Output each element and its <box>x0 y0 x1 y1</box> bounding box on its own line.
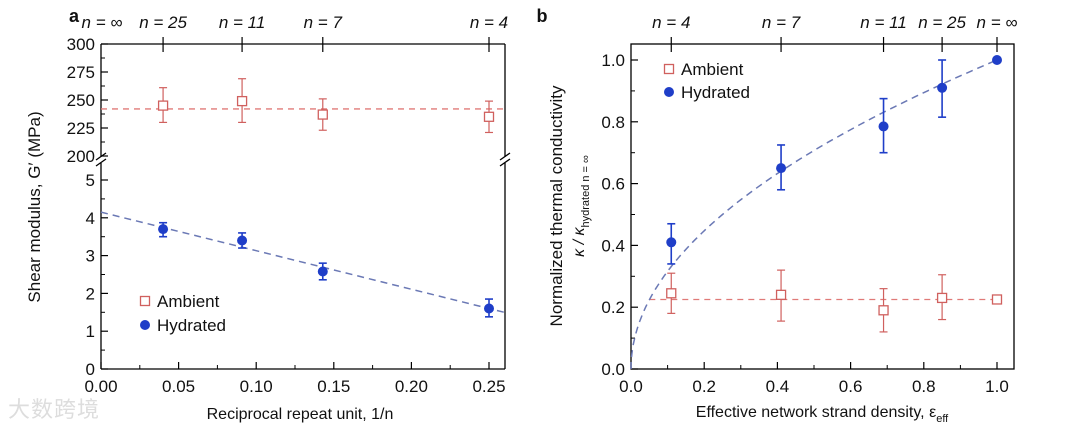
x-tick-label: 0.20 <box>395 377 428 396</box>
axis-break-right-2 <box>499 158 511 167</box>
legend-marker-hydrated <box>664 87 674 97</box>
data-point-ambient <box>991 294 1003 305</box>
y-tick-label: 4 <box>86 209 95 228</box>
data-point-ambient <box>317 109 328 120</box>
top-axis-label: n = ∞ <box>977 13 1018 32</box>
legend-label-ambient: Ambient <box>157 292 220 311</box>
y-tick-label: 300 <box>67 35 95 54</box>
data-point-ambient <box>666 288 677 299</box>
y-tick-label: 0 <box>86 360 95 379</box>
y-tick-label: 250 <box>67 91 95 110</box>
top-axis-label: n = 11 <box>860 13 906 32</box>
y-tick-label: 200 <box>67 147 95 166</box>
top-axis-label: n = 4 <box>470 13 508 32</box>
y-tick-label: 5 <box>86 171 95 190</box>
data-point-hydrated <box>776 163 787 174</box>
y-tick-label: 0.8 <box>601 113 625 132</box>
y-tick-label: 3 <box>86 247 95 266</box>
top-axis-label: n = 25 <box>139 13 187 32</box>
data-point-hydrated <box>484 303 494 314</box>
top-axis-label: n = 11 <box>219 13 265 32</box>
x-axis-label: Effective network strand density, εeff <box>696 404 949 425</box>
legend-marker-hydrated <box>140 320 150 330</box>
x-tick-label: 0.8 <box>912 377 936 396</box>
legend-label-ambient: Ambient <box>681 60 744 79</box>
y-axis-label-kappa-subscript: hydrated n = ∞ <box>580 155 592 227</box>
x-tick-label: 0.6 <box>839 377 863 396</box>
data-point-ambient <box>878 305 889 316</box>
y-tick-label: 1 <box>86 322 95 341</box>
x-tick-label: 1.0 <box>985 377 1009 396</box>
data-point-hydrated <box>666 237 677 248</box>
y-tick-label: 0.6 <box>601 175 625 194</box>
y-tick-label: 2 <box>86 284 95 303</box>
x-tick-label: 0.4 <box>766 377 790 396</box>
data-point-hydrated <box>992 55 1002 65</box>
data-point-ambient <box>157 100 169 111</box>
data-point-hydrated <box>158 224 169 235</box>
data-point-ambient <box>936 292 948 304</box>
y-tick-label: 0.0 <box>601 360 625 379</box>
x-tick-label: 0.15 <box>317 377 350 396</box>
y-tick-label: 0.2 <box>601 298 625 317</box>
x-tick-label: 0.0 <box>619 377 643 396</box>
y-axis-label-kappa: κ / κhydrated n = ∞ <box>571 155 592 257</box>
panel-label-b: b <box>537 6 548 26</box>
plot-frame <box>630 43 1015 370</box>
data-point-ambient <box>775 289 787 300</box>
fit-line-hydrated <box>100 211 505 314</box>
data-point-hydrated <box>878 121 889 132</box>
y-tick-label: 1.0 <box>601 51 625 70</box>
data-point-ambient <box>483 111 495 122</box>
y-tick-label: 0.4 <box>601 236 625 255</box>
legend-label-hydrated: Hydrated <box>681 83 750 102</box>
axis-break-right <box>499 152 511 161</box>
x-tick-label: 0.2 <box>692 377 716 396</box>
top-axis-label: n = 7 <box>304 13 343 32</box>
y-axis-label-kappa-main: κ / κ <box>571 227 588 257</box>
legend-label-hydrated: Hydrated <box>157 316 226 335</box>
axis-break-left-2 <box>95 158 107 167</box>
data-point-hydrated <box>237 235 248 246</box>
y-axis-label: Shear modulus, G′ (MPa) <box>25 111 44 302</box>
x-axis-label-subscript: eff <box>936 413 949 425</box>
x-tick-label: 0.00 <box>84 377 117 396</box>
top-axis-label: n = 7 <box>762 13 801 32</box>
y-tick-label: 275 <box>67 63 95 82</box>
x-axis-label-main: Effective network strand density, ε <box>696 404 936 421</box>
fit-curve-hydrated <box>630 59 998 369</box>
watermark: 大数跨境 <box>8 398 101 423</box>
x-tick-label: 0.25 <box>472 377 505 396</box>
legend-marker-ambient <box>663 63 675 75</box>
panel-label-a: a <box>69 6 80 26</box>
legend-marker-ambient <box>139 295 151 307</box>
y-tick-label: 225 <box>67 119 95 138</box>
top-axis-label: n = 4 <box>652 13 690 32</box>
data-point-ambient <box>236 95 248 107</box>
data-point-hydrated <box>937 82 948 93</box>
x-tick-label: 0.05 <box>162 377 195 396</box>
top-axis-label: n = ∞ <box>82 13 123 32</box>
x-tick-label: 0.10 <box>240 377 273 396</box>
top-axis-label: n = 25 <box>918 13 966 32</box>
y-axis-label: Normalized thermal conductivity <box>547 85 566 326</box>
data-point-hydrated <box>317 266 328 277</box>
x-axis-label: Reciprocal repeat unit, 1/n <box>207 406 394 423</box>
